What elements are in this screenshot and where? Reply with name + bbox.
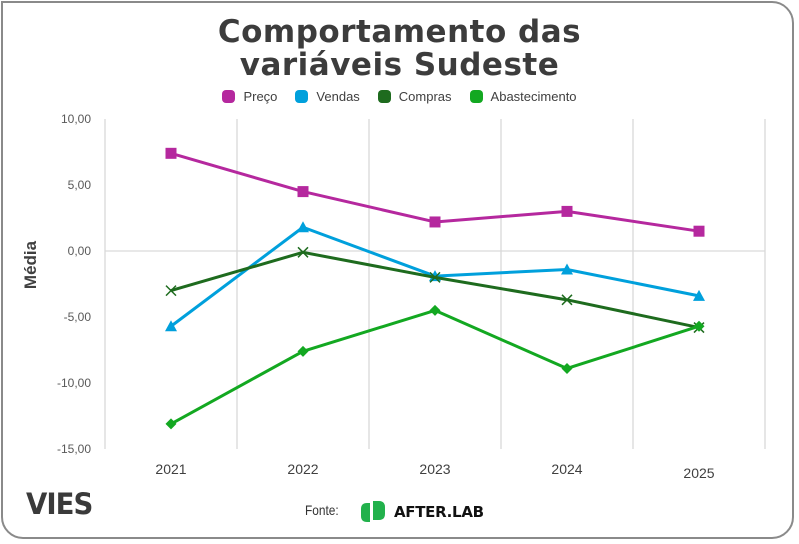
legend: Preço Vendas Compras Abastecimento [0, 89, 799, 104]
legend-item: Vendas [295, 89, 360, 104]
afterlab-logo-icon [361, 501, 385, 522]
data-point [165, 285, 177, 297]
x-tick-label: 2025 [683, 465, 714, 481]
data-point [429, 216, 441, 228]
data-point [165, 320, 177, 332]
legend-label: Preço [243, 89, 278, 104]
x-tick-label: 2022 [287, 461, 318, 477]
y-tick-label: -15,00 [57, 442, 91, 456]
x-tick-label: 2023 [419, 461, 450, 477]
source-name: AFTER.LAB [394, 503, 484, 521]
data-point [693, 225, 705, 237]
data-point [561, 362, 573, 374]
legend-swatch [222, 90, 236, 103]
legend-label: Vendas [316, 89, 360, 104]
vies-logo: VIES [26, 487, 93, 521]
data-point [165, 418, 177, 430]
legend-swatch [377, 90, 391, 103]
legend-item: Compras [377, 89, 452, 104]
data-point [561, 205, 573, 217]
x-tick-label: 2021 [155, 461, 186, 477]
legend-item: Preço [222, 89, 277, 104]
legend-item: Abastecimento [469, 89, 577, 104]
chart-title-line-1: Comportamento das [217, 14, 582, 50]
y-tick-label: 5,00 [68, 178, 92, 192]
data-point [297, 186, 309, 198]
y-axis-label: Média [21, 240, 40, 289]
y-tick-label: -5,00 [64, 310, 92, 324]
data-point [297, 221, 309, 233]
chart-title-line-2: variáveis Sudeste [239, 47, 560, 83]
y-tick-label: -10,00 [57, 376, 91, 390]
chart-title: Comportamento das variáveis Sudeste [0, 16, 799, 82]
data-point [297, 246, 309, 258]
legend-swatch [469, 90, 483, 103]
series-line-compras [170, 250, 700, 330]
data-point [429, 271, 441, 283]
data-point [693, 320, 705, 332]
data-point [297, 345, 309, 357]
legend-swatch [295, 90, 309, 103]
data-point [693, 289, 705, 301]
y-tick-label: 10,00 [61, 112, 91, 126]
source-label: Fonte: [305, 502, 339, 518]
legend-label: Abastecimento [490, 89, 577, 104]
data-point [561, 263, 573, 275]
y-tick-label: 0,00 [68, 244, 92, 258]
data-point [429, 304, 441, 316]
data-point [561, 294, 573, 306]
series-line-abastecimento [170, 308, 700, 426]
afterlab-logo: AFTER.LAB [358, 500, 484, 524]
x-tick-label: 2024 [551, 461, 582, 477]
legend-label: Compras [398, 89, 452, 104]
data-point [165, 147, 177, 159]
